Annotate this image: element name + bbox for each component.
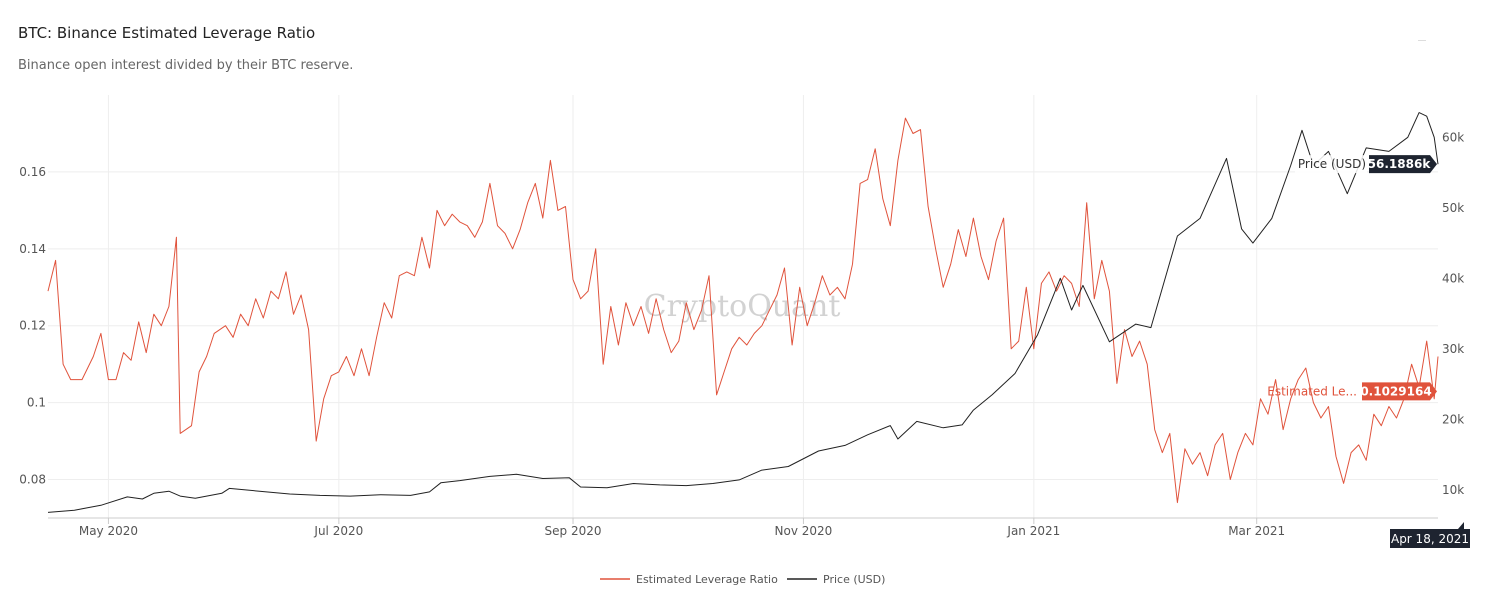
leverage-series-label: Estimated Le... [1267,384,1357,398]
legend-label-price: Price (USD) [823,573,885,586]
y-left-tick-label: 0.12 [19,319,46,333]
y-right-tick-label: 30k [1442,342,1464,356]
watermark-logo: CryptoQuant [644,289,841,324]
value-flags: Estimated Le... 0.1029164 Price (USD) 56.18… [1267,155,1470,548]
y-right-tick-label: 40k [1442,271,1464,285]
x-tick-label: Jan 2021 [1006,524,1060,538]
chart-subtitle: Binance open interest divided by their B… [18,58,354,73]
crosshair-date-flag [1390,522,1470,548]
y-right-tick-label: 50k [1442,201,1464,215]
y-axis-right: 10k 20k 30k 40k 50k 60k [1442,130,1464,497]
y-axis-left: 0.08 0.1 0.12 0.14 0.16 [19,165,46,487]
y-left-tick-label: 0.16 [19,165,46,179]
x-tick-label: Jul 2020 [313,524,363,538]
leverage-value-flag [1362,382,1437,401]
x-tick-label: Nov 2020 [775,524,833,538]
grid-lines [48,95,1438,518]
x-tick-label: May 2020 [79,524,138,538]
x-axis: May 2020 Jul 2020 Sep 2020 Nov 2020 Jan 2021… [48,517,1438,538]
crosshair-date-label: Apr 18, 2021 [1391,532,1469,546]
y-right-tick-label: 20k [1442,412,1464,426]
y-right-tick-label: 60k [1442,130,1464,144]
chart-menu-icon[interactable] [1418,40,1428,42]
price-series-label: Price (USD) [1298,157,1366,171]
y-left-tick-label: 0.08 [19,473,46,487]
series-lines [47,112,1439,513]
y-left-tick-label: 0.1 [27,396,46,410]
y-right-tick-label: 10k [1442,483,1464,497]
y-left-tick-label: 0.14 [19,242,46,256]
x-tick-label: Sep 2020 [545,524,602,538]
price-value-flag [1369,155,1437,174]
price-line [47,112,1439,513]
chart-legend: Estimated Leverage Ratio Price (USD) [600,573,885,586]
chart-title: BTC: Binance Estimated Leverage Ratio [18,24,316,42]
price-value-text: 56.1886k [1368,157,1432,171]
leverage-value-text: 0.1029164 [1360,384,1431,398]
leverage-ratio-line [47,117,1439,504]
legend-label-leverage: Estimated Leverage Ratio [636,573,778,586]
x-tick-label: Mar 2021 [1228,524,1285,538]
price-label-background [1295,155,1367,174]
